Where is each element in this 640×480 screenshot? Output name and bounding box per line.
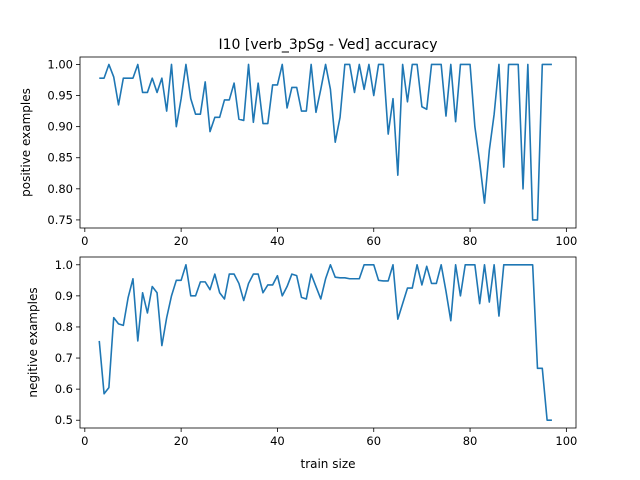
- subplot-positive: 0 20 40 60 80 100 0.75 0.80 0.85 0.90 0.95 1.00 posi…: [19, 56, 577, 248]
- chart-title: I10 [verb_3pSg - Ved] accuracy: [219, 37, 438, 53]
- y-tick-label: 0.95: [47, 89, 73, 103]
- x-axis-label: train size: [300, 457, 355, 471]
- x-tick-label: 40: [270, 234, 285, 248]
- y-tick-label: 0.9: [55, 289, 73, 303]
- y-tick-label: 0.6: [55, 382, 73, 396]
- series-line: [99, 63, 552, 221]
- subplot-negative: 0 20 40 60 80 100 0.5 0.6 0.7 0.8 0.9 1.0 negitive e…: [26, 256, 577, 471]
- y-tick-label: 1.0: [55, 258, 73, 272]
- x-tick-label: 0: [81, 434, 88, 448]
- x-tick-label: 100: [555, 234, 577, 248]
- y-axis-label: positive examples: [19, 88, 33, 197]
- x-tick-label: 40: [270, 434, 285, 448]
- axes-frame: [79, 56, 577, 229]
- y-tick-label: 1.00: [47, 57, 73, 71]
- x-tick-label: 80: [463, 434, 478, 448]
- y-tick-label: 0.80: [47, 182, 73, 196]
- y-tick-label: 0.85: [47, 151, 73, 165]
- y-axis-label: negitive examples: [26, 287, 40, 397]
- series-line: [98, 263, 552, 422]
- x-tick-label: 100: [555, 434, 577, 448]
- x-tick-label: 20: [174, 434, 189, 448]
- x-tick-label: 20: [174, 234, 189, 248]
- y-tick-label: 0.5: [55, 413, 73, 427]
- y-tick-label: 0.8: [55, 320, 73, 334]
- y-tick-label: 0.90: [47, 120, 73, 134]
- y-tick-label: 0.7: [55, 351, 73, 365]
- axes-frame: [79, 256, 577, 429]
- x-tick-label: 80: [463, 234, 478, 248]
- y-tick-label: 0.75: [47, 213, 73, 227]
- x-tick-label: 60: [366, 434, 381, 448]
- x-tick-label: 0: [81, 234, 88, 248]
- x-tick-label: 60: [366, 234, 381, 248]
